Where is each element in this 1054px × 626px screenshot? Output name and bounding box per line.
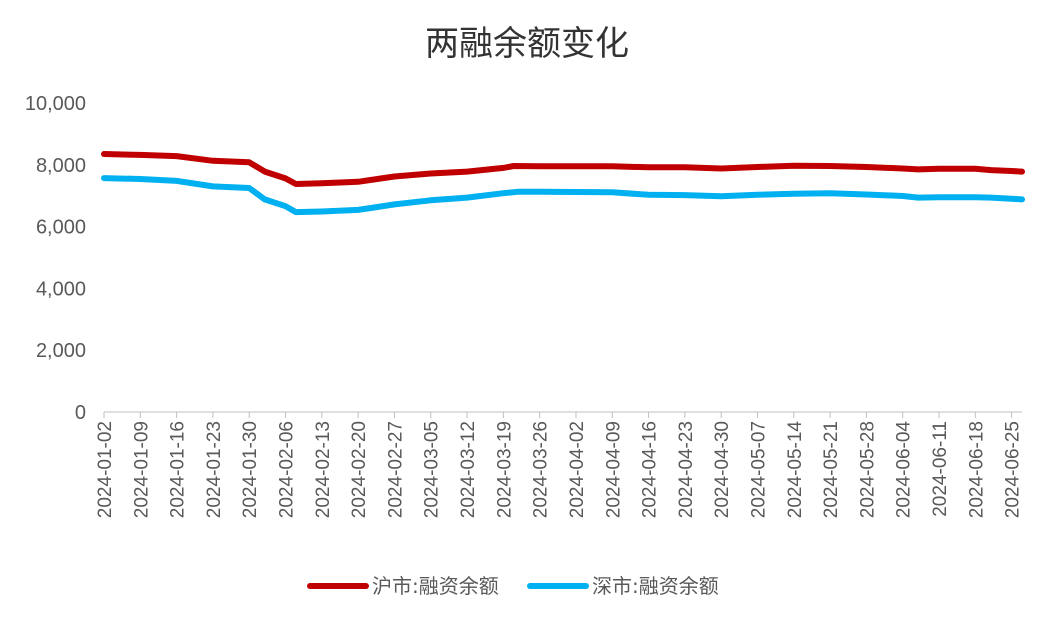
x-tick-label: 2024-05-14 [785,421,806,519]
y-tick-label: 10,000 [25,93,86,115]
x-tick-label: 2024-05-07 [748,421,769,518]
x-tick-label: 2024-01-23 [204,421,225,518]
x-tick-label: 2024-06-11 [930,421,951,517]
series-group [101,151,1025,216]
x-tick-label: 2024-01-02 [95,421,116,518]
x-tick-label: 2024-04-09 [603,421,624,518]
legend: 沪市:融资余额 深市:融资余额 [307,574,719,598]
series-line-shenzhen [101,175,1025,216]
y-tick-label: 8,000 [36,155,86,177]
x-tick-label: 2024-02-06 [277,421,298,518]
x-tick-label: 2024-03-12 [458,421,479,518]
legend-label: 深市:融资余额 [592,574,719,598]
x-tick-label: 2024-02-27 [385,421,406,518]
x-tick-label: 2024-01-30 [240,421,261,518]
x-tick-label: 2024-06-25 [1003,421,1024,518]
x-tick-label: 2024-04-30 [712,421,733,518]
y-tick-label: 2,000 [36,340,86,362]
x-tick-label: 2024-01-16 [168,421,189,518]
y-tick-label: 0 [75,402,86,424]
x-axis: 2024-01-02 2024-01-09 2024-01-16 2024-01-23… [95,411,1024,519]
legend-label: 沪市:融资余额 [372,574,499,598]
x-tick-label: 2024-04-02 [567,421,588,518]
x-tick-label: 2024-05-21 [821,421,842,518]
y-tick-label: 6,000 [36,217,86,239]
y-tick-label: 4,000 [36,278,86,300]
x-tick-label: 2024-03-05 [422,421,443,518]
x-tick-label: 2024-05-28 [857,421,878,518]
x-tick-label: 2024-06-04 [894,421,915,519]
x-tick-label: 2024-04-23 [676,421,697,518]
x-tick-label: 2024-02-20 [349,421,370,518]
x-tick-label: 2024-03-19 [494,421,515,518]
chart-title: 两融余额变化 [425,24,629,64]
x-tick-label: 2024-04-16 [640,421,661,518]
x-tick-label: 2024-02-13 [313,421,334,518]
y-axis: 0 2,000 4,000 6,000 8,000 10,000 [25,93,86,424]
series-line-shanghai [101,151,1025,187]
x-tick-label: 2024-03-26 [531,421,552,518]
x-tick-label: 2024-06-18 [966,421,987,518]
x-tick-label: 2024-01-09 [131,421,152,518]
